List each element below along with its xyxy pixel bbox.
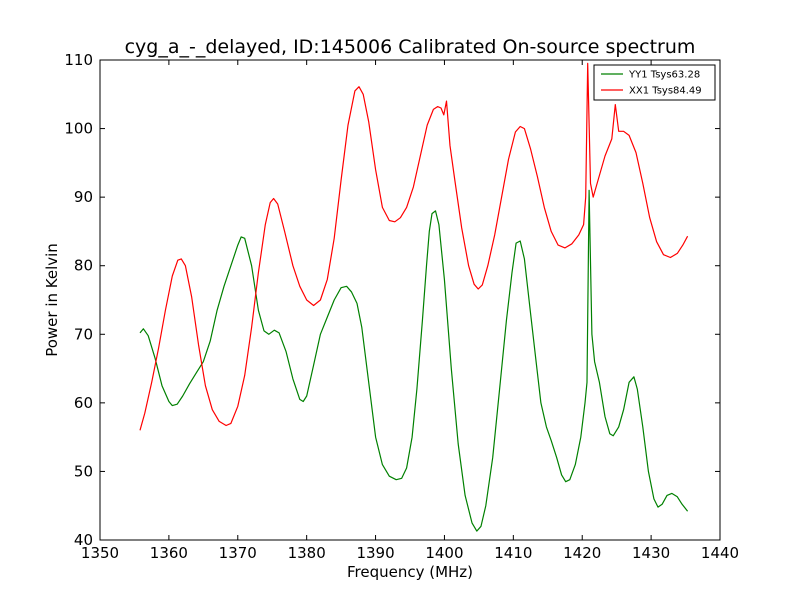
- legend-label-yy1: YY1 Tsys63.28: [628, 70, 700, 81]
- x-axis-label: Frequency (MHz): [347, 563, 473, 581]
- y-tick-label: 50: [74, 462, 93, 480]
- y-tick-label: 90: [74, 188, 93, 206]
- legend: YY1 Tsys63.28 XX1 Tsys84.49: [593, 64, 716, 101]
- y-tick-label: 100: [64, 120, 93, 138]
- y-tick-label: 70: [74, 325, 93, 343]
- plot-frame: [99, 59, 721, 541]
- tick-layer: 1350 1360 1370 1380 1390 1400 1410 1420 1430 1440…: [64, 51, 739, 562]
- x-tick-label: 1400: [425, 544, 463, 562]
- chart-title: cyg_a_-_delayed, ID:145006 Calibrated On…: [125, 36, 696, 58]
- y-tick-label: 40: [74, 531, 93, 549]
- x-tick-label: 1440: [701, 544, 739, 562]
- series-line-yy1: [139, 189, 689, 532]
- legend-box: [593, 64, 716, 101]
- series-line-xx1: [139, 62, 689, 431]
- y-tick-label: 110: [64, 51, 93, 69]
- x-tick-label: 1430: [632, 544, 670, 562]
- legend-label-xx1: XX1 Tsys84.49: [629, 86, 702, 97]
- x-tick-label: 1360: [150, 544, 188, 562]
- x-tick-label: 1390: [356, 544, 394, 562]
- plot-area: [100, 60, 720, 540]
- series-layer: [139, 62, 689, 532]
- y-tick-label: 80: [74, 257, 93, 275]
- x-tick-label: 1410: [494, 544, 532, 562]
- x-tick-label: 1420: [563, 544, 601, 562]
- y-tick-label: 60: [74, 394, 93, 412]
- x-tick-label: 1350: [81, 544, 119, 562]
- y-axis-label: Power in Kelvin: [43, 243, 61, 357]
- x-tick-label: 1380: [288, 544, 326, 562]
- x-tick-label: 1370: [219, 544, 257, 562]
